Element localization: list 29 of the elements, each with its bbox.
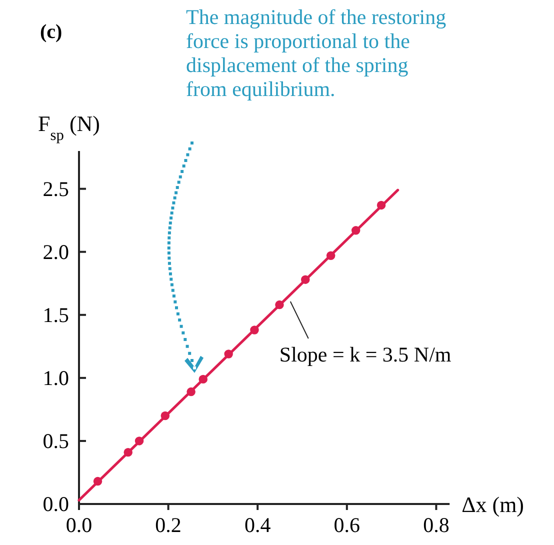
point	[124, 448, 132, 457]
point	[93, 476, 102, 486]
point	[186, 387, 196, 396]
x-axis-title: Δx (m)	[462, 492, 524, 517]
point	[250, 326, 259, 334]
y-tick-label: 2.0	[42, 240, 69, 264]
annotation: Slope = k = 3.5 N/m	[279, 342, 452, 367]
y-tick-label: 0.5	[42, 428, 69, 453]
point	[134, 436, 144, 446]
y-tick-label: 2.5	[42, 176, 69, 201]
text: The magnitude of the restoring force is proportional to the displacement of the spring from equilibrium.	[186, 5, 447, 101]
point	[351, 226, 360, 235]
x-tick-label: 0.6	[334, 513, 360, 537]
x-tick-label: 0.4	[244, 513, 272, 537]
y-tick-label: 1.5	[42, 302, 69, 327]
point	[376, 200, 386, 210]
point	[198, 374, 208, 384]
point	[160, 411, 170, 420]
x-tick-label: 0.2	[155, 513, 182, 537]
point	[275, 300, 284, 310]
text: (c)	[40, 21, 62, 43]
point	[301, 275, 310, 284]
point	[224, 350, 233, 358]
x-tick-label: 0.8	[423, 513, 450, 537]
point	[326, 251, 336, 260]
y-tick-label: 1.0	[42, 366, 69, 390]
x-tick-label: 0.0	[66, 513, 92, 537]
y-tick-label: 0.0	[42, 492, 69, 516]
y-axis-title: F$_{sp}$ (N)	[38, 111, 100, 144]
